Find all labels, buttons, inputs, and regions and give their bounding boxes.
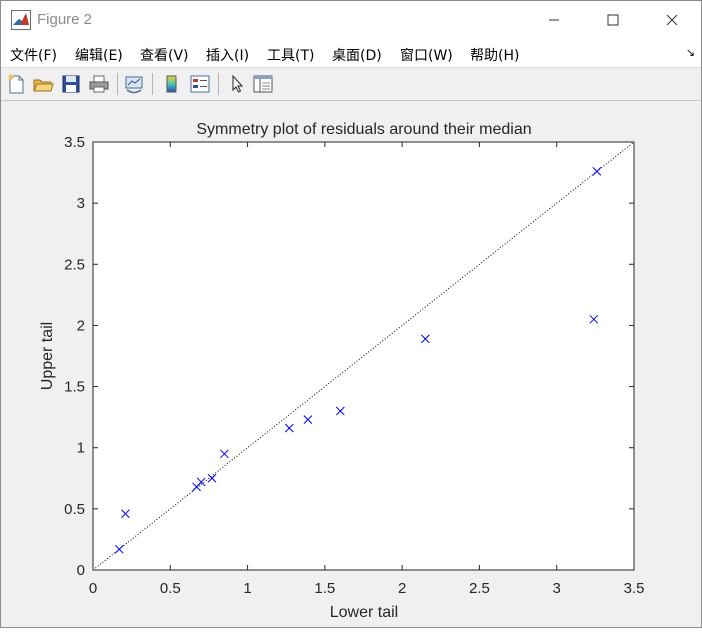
save-icon: [62, 75, 80, 93]
menu-file[interactable]: 文件(F): [10, 48, 57, 64]
y-tick-label: 3: [77, 195, 85, 212]
matlab-logo-icon: [11, 10, 31, 30]
data-point: [284, 423, 294, 433]
insert-colorbar-icon: [166, 75, 177, 93]
new-figure-button[interactable]: [5, 73, 27, 95]
print-icon: [89, 75, 109, 93]
data-point: [207, 473, 217, 483]
menu-edit[interactable]: 编辑(E): [75, 48, 123, 64]
data-point: [220, 449, 229, 459]
open-file-button[interactable]: [32, 73, 54, 95]
property-inspector-button[interactable]: [252, 73, 274, 95]
data-point: [303, 415, 313, 424]
data-point: [335, 406, 345, 416]
x-tick-label: 0.5: [160, 580, 181, 597]
maximize-button[interactable]: [590, 1, 636, 39]
x-tick-label: 1.5: [314, 580, 335, 597]
figure-canvas[interactable]: 0 0.5 1 1.5 2 2.5 3 3.5 0 0.5 1 1.5 2 2.5 3 3.5 Symmetr…: [1, 101, 701, 627]
toolbar-separator: [152, 73, 153, 95]
data-point: [592, 166, 602, 176]
chart-title: Symmetry plot of residuals around their …: [196, 121, 531, 138]
data-point: [114, 544, 124, 554]
edit-plot-button[interactable]: [226, 73, 248, 95]
y-tick-label: 0: [77, 562, 85, 579]
select-pointer-icon: [232, 74, 244, 93]
insert-legend-button[interactable]: [189, 73, 211, 95]
insert-colorbar-button[interactable]: [161, 73, 183, 95]
y-tick-label: 0.5: [64, 501, 85, 518]
x-tick-label: 2.5: [469, 580, 490, 597]
reference-line: [92, 141, 635, 571]
close-icon: [666, 14, 678, 26]
maximize-icon: [607, 14, 619, 26]
menu-desktop[interactable]: 桌面(D): [332, 48, 382, 64]
menu-view[interactable]: 查看(V): [140, 48, 189, 64]
link-plot-button[interactable]: [123, 73, 145, 95]
y-tick-label: 2: [77, 317, 85, 334]
menu-insert[interactable]: 插入(I): [206, 48, 250, 64]
save-button[interactable]: [60, 73, 82, 95]
menu-window[interactable]: 窗口(W): [400, 48, 453, 64]
y-tick-label: 3.5: [64, 134, 85, 151]
x-tick-label: 3: [553, 580, 561, 597]
toolbar-separator: [117, 73, 118, 95]
minimize-icon: [549, 19, 559, 21]
minimize-button[interactable]: [531, 1, 577, 39]
x-tick-label: 2: [398, 580, 406, 597]
data-point: [121, 509, 130, 519]
x-axis-label: Lower tail: [330, 604, 398, 621]
link-plot-icon: [125, 76, 143, 94]
print-button[interactable]: [88, 73, 110, 95]
open-file-icon: [33, 79, 54, 92]
menu-bar: 文件(F) 编辑(E) 查看(V) 插入(I) 工具(T) 桌面(D) 窗口(W…: [1, 39, 701, 68]
menu-dock-arrow-icon[interactable]: ↘: [685, 47, 695, 59]
y-axis-label: Upper tail: [39, 322, 56, 390]
x-tick-label: 3.5: [624, 580, 645, 597]
symmetry-plot[interactable]: 0 0.5 1 1.5 2 2.5 3 3.5 0 0.5 1 1.5 2 2.5 3 3.5 Symmetr…: [1, 101, 701, 627]
menu-tools[interactable]: 工具(T): [267, 48, 315, 64]
x-tick-label: 0: [89, 580, 97, 597]
insert-legend-icon: [190, 75, 210, 93]
new-figure-icon: [8, 74, 24, 94]
window-title: Figure 2: [37, 11, 93, 28]
y-tick-label: 2.5: [64, 256, 85, 273]
y-tick-label: 1: [77, 440, 85, 457]
property-inspector-icon: [253, 75, 273, 93]
close-button[interactable]: [649, 1, 695, 39]
x-tick-label: 1: [243, 580, 251, 597]
figure-toolbar: [1, 68, 701, 101]
data-point: [196, 477, 206, 487]
data-point: [589, 314, 599, 324]
menu-help[interactable]: 帮助(H): [470, 48, 520, 64]
y-tick-label: 1.5: [64, 379, 85, 396]
title-bar[interactable]: Figure 2: [1, 1, 701, 39]
toolbar-separator: [218, 73, 219, 95]
data-point: [420, 334, 430, 344]
